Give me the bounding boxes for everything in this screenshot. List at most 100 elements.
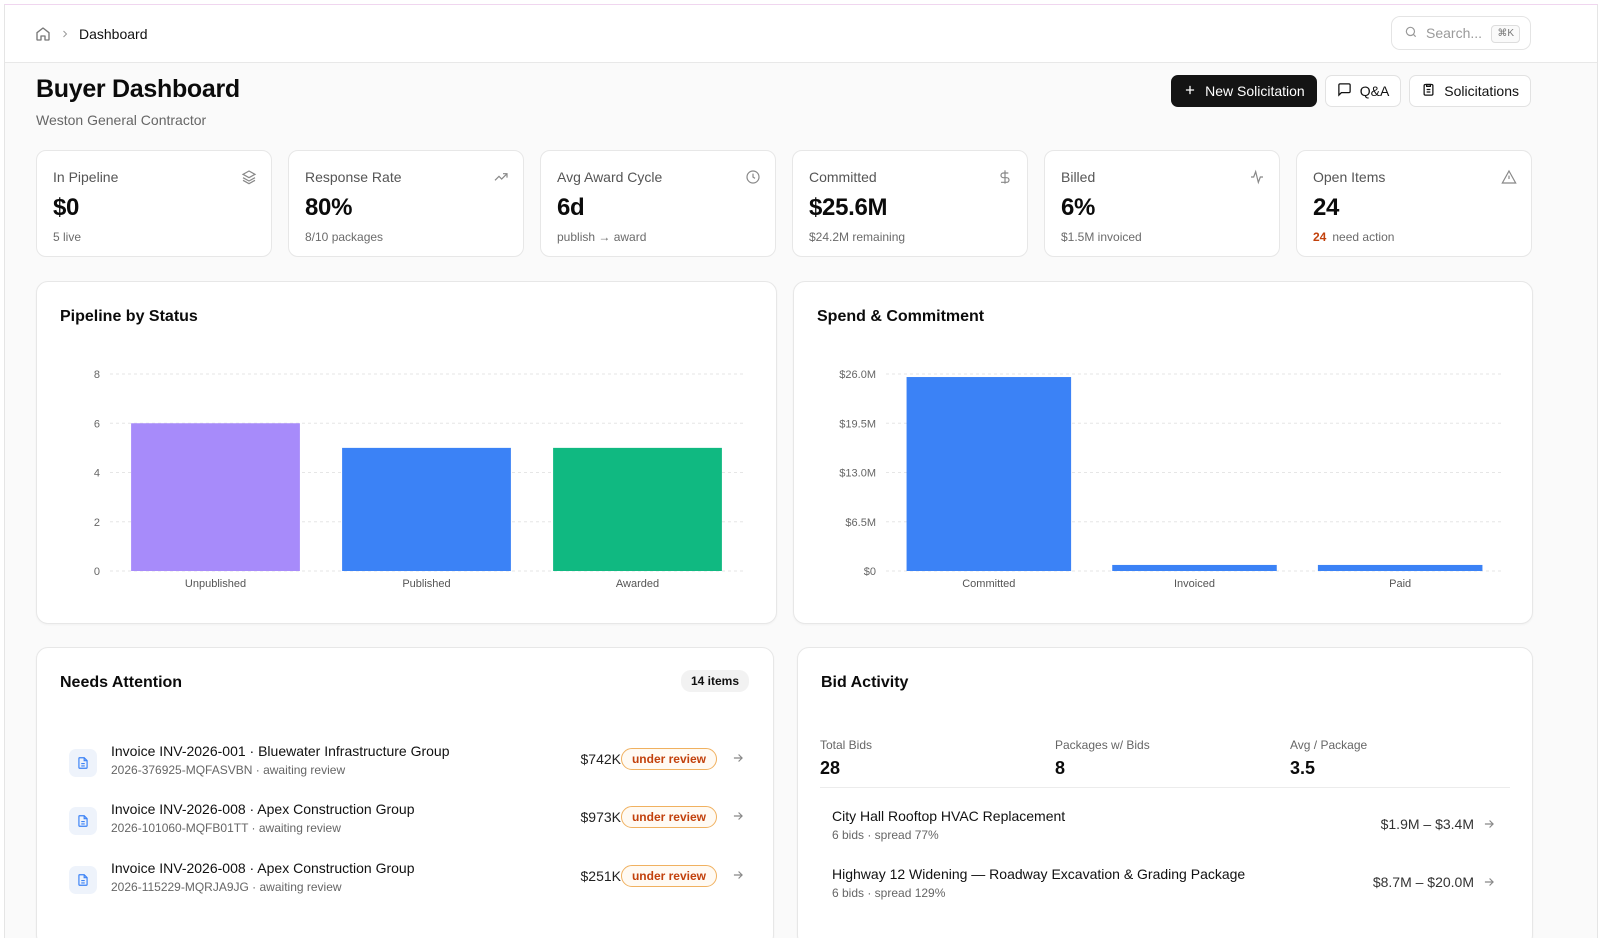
kpi-card-avg-award-cycle: Avg Award Cycle 6d publish → award [540, 150, 776, 257]
attention-item-amount: $742K [580, 751, 621, 767]
kpi-card-billed: Billed 6% $1.5M invoiced [1044, 150, 1280, 257]
page-subtitle: Weston General Contractor [36, 112, 207, 128]
search-placeholder: Search... [1426, 25, 1483, 41]
kpi-note: $24.2M remaining [809, 230, 906, 244]
kpi-note: publish → award [557, 230, 647, 244]
bid-package-subtitle: 6 bids · spread 129% [832, 886, 946, 900]
attention-item[interactable]: Invoice INV-2026-001 · Bluewater Infrast… [69, 743, 749, 789]
kpi-value: 6d [557, 194, 585, 221]
divider [820, 787, 1510, 788]
layers-icon [241, 169, 257, 190]
activity-icon [1249, 169, 1265, 190]
search-input[interactable]: Search... ⌘K [1391, 16, 1531, 50]
stat-label: Avg / Package [1290, 738, 1368, 752]
bid-package-row[interactable]: Highway 12 Widening — Roadway Excavation… [832, 866, 1496, 906]
kpi-note-text: need action [1332, 230, 1395, 244]
kpi-note: 5 live [53, 230, 82, 244]
spend-commitment-panel: Spend & Commitment $0 $6.5M $13.0M $19.5M $2… [793, 281, 1533, 624]
bar [1112, 564, 1277, 571]
search-shortcut: ⌘K [1491, 25, 1520, 43]
stat-label: Packages w/ Bids [1055, 738, 1150, 752]
new-solicitation-button[interactable]: New Solicitation [1171, 75, 1317, 107]
x-tick-label: Committed [962, 578, 1015, 590]
bid-package-title: City Hall Rooftop HVAC Replacement [832, 808, 1066, 824]
status-badge: under review [620, 806, 717, 828]
y-tick-label: $26.0M [839, 369, 876, 381]
x-tick-label: Invoiced [1174, 578, 1215, 590]
kpi-row: In Pipeline $0 5 live Response Rate 80% … [36, 150, 1532, 257]
kpi-label: Billed [1061, 169, 1096, 185]
stat-packages-with-bids: Packages w/ Bids 8 [1055, 738, 1150, 779]
y-tick-label: 2 [94, 517, 100, 529]
kpi-note: 8/10 packages [305, 230, 384, 244]
chevron-right-icon [59, 28, 71, 40]
arrow-right-icon[interactable] [731, 868, 745, 887]
header-actions: New Solicitation Q&A Solicitations [1171, 75, 1531, 107]
bid-stats: Total Bids 28 Packages w/ Bids 8 Avg / P… [820, 738, 1510, 788]
attention-item-subtitle: 2026-115229-MQRJA9JG · awaiting review [111, 880, 342, 894]
kpi-label: In Pipeline [53, 169, 119, 185]
bid-package-row[interactable]: City Hall Rooftop HVAC Replacement 6 bid… [832, 808, 1496, 848]
stat-avg-per-package: Avg / Package 3.5 [1290, 738, 1367, 779]
kpi-card-committed: Committed $25.6M $24.2M remaining [792, 150, 1028, 257]
message-square-icon [1337, 82, 1352, 100]
bar [131, 423, 300, 571]
breadcrumb-current[interactable]: Dashboard [79, 25, 148, 42]
pipeline-by-status-panel: Pipeline by Status 0 2 4 6 8 Unpublished Publi… [36, 281, 777, 624]
file-text-icon [69, 807, 97, 835]
trending-up-icon [493, 169, 509, 190]
bar [906, 377, 1072, 571]
solicitations-button[interactable]: Solicitations [1409, 75, 1531, 107]
kpi-value: $25.6M [809, 194, 888, 221]
stat-value: 8 [1055, 758, 1066, 778]
status-badge: under review [620, 748, 717, 770]
y-tick-label: 6 [94, 418, 100, 430]
kpi-value: 24 [1313, 194, 1340, 221]
file-text-icon [69, 866, 97, 894]
file-text-icon [69, 749, 97, 777]
bid-package-range: $1.9M – $3.4M [1380, 816, 1474, 832]
needs-attention-panel: Needs Attention 14 items Invoice INV-202… [36, 647, 774, 938]
alert-triangle-icon [1501, 169, 1517, 190]
kpi-value: 6% [1061, 194, 1096, 221]
arrow-right-icon[interactable] [731, 809, 745, 828]
attention-item[interactable]: Invoice INV-2026-008 · Apex Construction… [69, 801, 749, 847]
x-tick-label: Paid [1389, 578, 1411, 590]
top-bar: Dashboard Search... ⌘K [5, 5, 1597, 63]
bar [342, 447, 511, 571]
kpi-card-response-rate: Response Rate 80% 8/10 packages [288, 150, 524, 257]
bid-activity-panel: Bid Activity Total Bids 28 Packages w/ B… [797, 647, 1533, 938]
bid-package-subtitle: 6 bids · spread 77% [832, 828, 939, 842]
bar [553, 447, 722, 571]
solicitations-label: Solicitations [1444, 83, 1519, 99]
search-icon [1404, 25, 1418, 42]
kpi-value: 80% [305, 194, 353, 221]
y-tick-label: 0 [94, 566, 100, 578]
x-tick-label: Unpublished [185, 578, 246, 590]
arrow-right-icon[interactable] [731, 751, 745, 770]
y-tick-label: $0 [864, 566, 876, 578]
x-tick-label: Awarded [616, 578, 659, 590]
clipboard-icon [1421, 82, 1436, 100]
kpi-note: $1.5M invoiced [1061, 230, 1142, 244]
panel-title: Pipeline by Status [60, 308, 198, 325]
qa-button[interactable]: Q&A [1324, 75, 1402, 107]
kpi-label: Open Items [1313, 169, 1386, 185]
kpi-label: Response Rate [305, 169, 402, 185]
home-icon[interactable] [35, 26, 51, 42]
plus-icon [1183, 83, 1197, 100]
y-tick-label: 8 [94, 369, 100, 381]
qa-label: Q&A [1359, 83, 1390, 99]
kpi-card-in-pipeline: In Pipeline $0 5 live [36, 150, 272, 257]
arrow-right-icon[interactable] [1482, 817, 1496, 836]
attention-item-amount: $251K [580, 868, 621, 884]
stat-value: 3.5 [1290, 758, 1316, 778]
y-tick-label: $13.0M [839, 468, 876, 480]
kpi-label: Avg Award Cycle [557, 169, 663, 185]
kpi-note-highlight: 24 [1313, 230, 1327, 244]
arrow-right-icon[interactable] [1482, 875, 1496, 894]
spend-commitment-chart: $0 $6.5M $13.0M $19.5M $26.0M Committed Invoic… [839, 369, 1503, 590]
kpi-note: 24 need action [1313, 230, 1515, 244]
attention-item[interactable]: Invoice INV-2026-008 · Apex Construction… [69, 860, 749, 906]
attention-item-title: Invoice INV-2026-008 · Apex Construction… [111, 801, 415, 817]
